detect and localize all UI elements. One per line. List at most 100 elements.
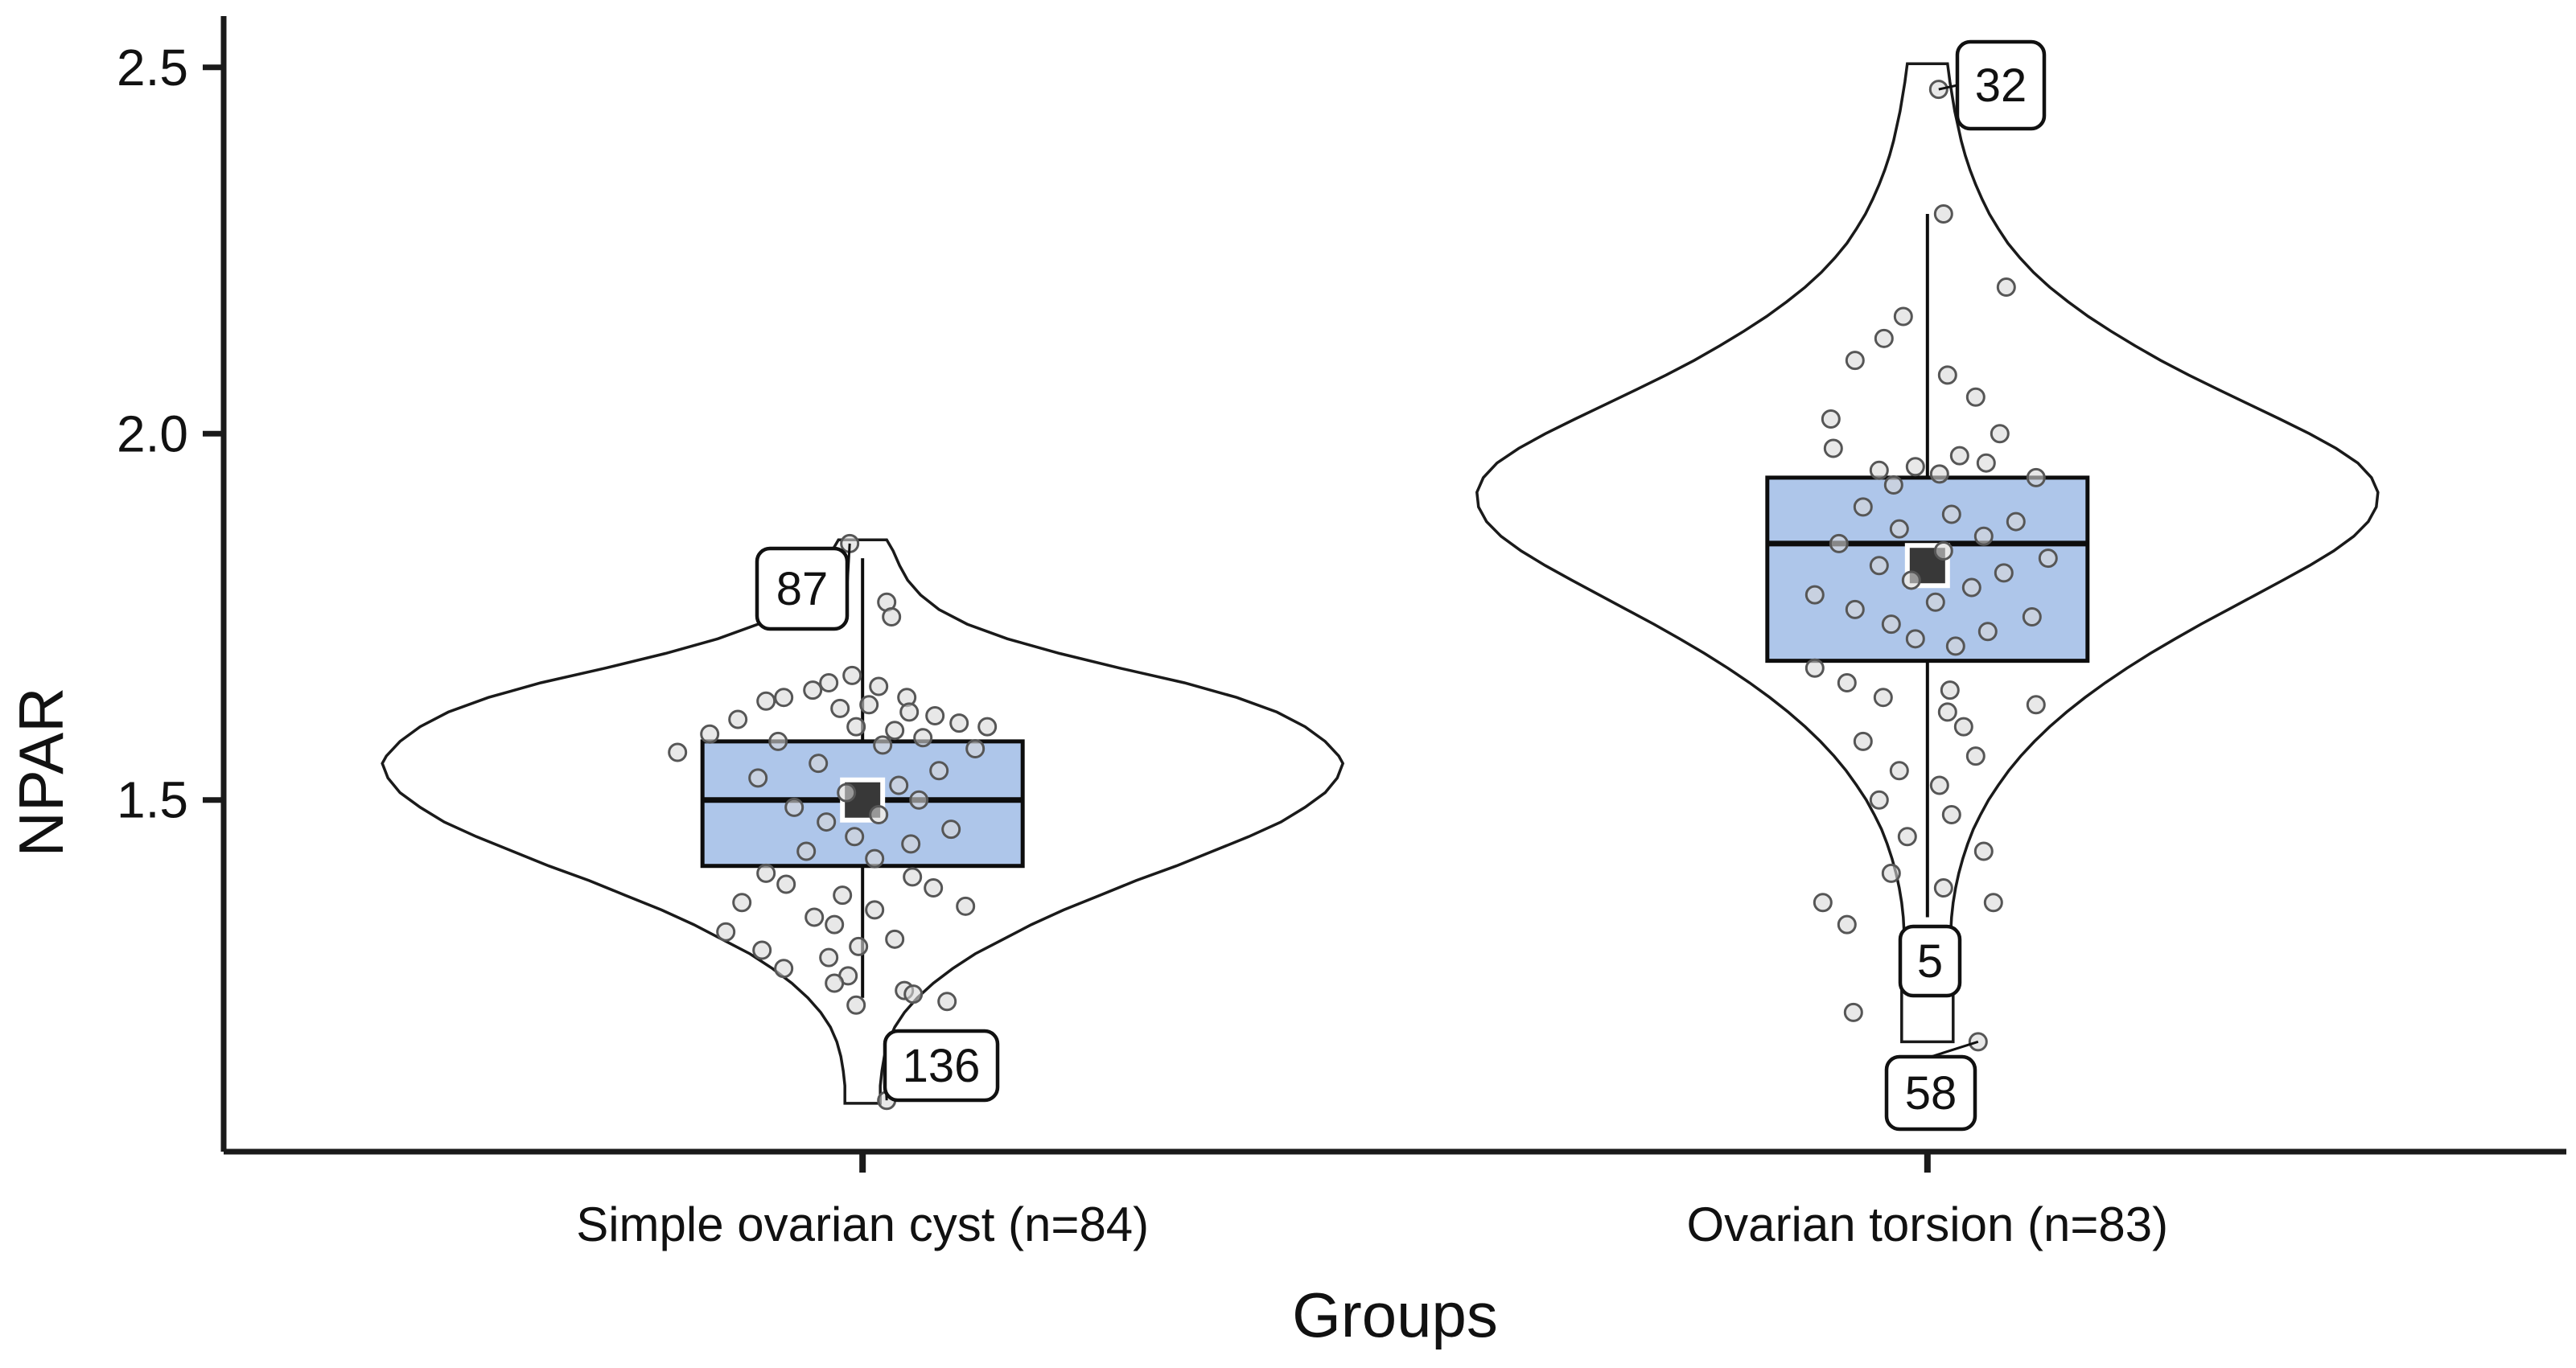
data-point <box>1845 599 1865 619</box>
data-point <box>885 721 905 741</box>
data-point <box>842 665 862 685</box>
data-point <box>1965 387 1985 407</box>
outlier-label-box <box>883 1029 1000 1103</box>
data-point <box>2038 548 2058 569</box>
data-point <box>668 742 688 762</box>
data-point <box>700 724 720 744</box>
x-axis-title: Groups <box>1292 1280 1498 1350</box>
data-point <box>803 680 823 700</box>
data-point <box>849 936 869 956</box>
data-point <box>1953 717 1973 737</box>
data-point <box>909 790 929 810</box>
outlier-label-box <box>1955 39 2047 131</box>
whiskers-layer <box>861 213 1929 998</box>
data-point <box>1940 680 1960 700</box>
data-point <box>774 959 794 979</box>
data-point <box>1883 475 1903 495</box>
outlier-label-box <box>1898 924 1962 998</box>
data-point <box>1983 893 2003 913</box>
y-axis-title: NPAR <box>6 688 76 857</box>
data-point <box>1843 1002 1863 1022</box>
data-point <box>1973 841 1994 861</box>
data-point <box>903 984 924 1004</box>
outlier-label-text: 5 <box>1917 935 1943 988</box>
data-point <box>929 761 949 781</box>
data-point <box>1889 761 1909 781</box>
data-point <box>2006 511 2026 532</box>
data-point <box>1837 914 1857 935</box>
data-point <box>1804 658 1825 678</box>
data-point <box>1937 365 1957 385</box>
data-point <box>1813 893 1833 913</box>
data-point <box>1933 203 1953 224</box>
data-point <box>977 717 998 737</box>
data-point <box>728 709 748 729</box>
data-point <box>1929 775 1949 795</box>
data-point <box>825 973 845 993</box>
data-point <box>819 672 839 692</box>
data-point <box>1845 351 1865 371</box>
data-point <box>1869 790 1889 810</box>
data-point <box>1929 464 1949 484</box>
outlier-leader-line <box>1938 84 1958 91</box>
data-point <box>1873 688 1893 708</box>
data-point <box>732 893 752 913</box>
data-point <box>756 691 776 711</box>
data-point <box>869 804 889 824</box>
data-point <box>1905 457 1925 477</box>
data-point <box>899 702 920 722</box>
data-point <box>1937 702 1957 722</box>
data-point <box>949 713 969 733</box>
data-point <box>1933 541 1953 561</box>
data-point <box>2026 467 2046 487</box>
data-point <box>804 907 825 927</box>
y-tick-label: 2.5 <box>117 39 188 97</box>
data-point <box>865 848 885 869</box>
data-point <box>833 885 853 906</box>
data-point <box>752 940 772 960</box>
data-point <box>1961 577 1981 598</box>
data-point <box>937 992 957 1012</box>
data-point <box>774 688 794 708</box>
data-point <box>1973 526 1994 546</box>
data-point <box>941 820 961 840</box>
data-point <box>784 797 804 817</box>
data-point <box>1905 629 1925 649</box>
x-tick-label: Simple ovarian cyst (n=84) <box>576 1198 1149 1251</box>
outlier-label-text: 32 <box>1975 60 2027 112</box>
outlier-labels-layer: 87 136 32 5 58 <box>755 39 2047 1132</box>
data-point <box>1881 863 1901 883</box>
data-point <box>869 676 889 696</box>
data-point <box>1990 424 2010 444</box>
data-point <box>903 867 923 887</box>
data-point <box>825 914 845 935</box>
data-point <box>809 754 829 774</box>
data-point <box>830 698 850 718</box>
data-point <box>1823 438 1843 458</box>
data-point <box>1821 409 1841 429</box>
data-point <box>913 728 933 748</box>
data-point <box>1941 504 1961 524</box>
data-point <box>925 705 945 725</box>
outlier-label-text: 136 <box>903 1040 981 1092</box>
outlier-label-box <box>755 546 850 631</box>
data-point <box>956 896 976 916</box>
data-point <box>1977 622 1998 642</box>
data-point <box>1874 328 1894 348</box>
data-point <box>1853 731 1873 751</box>
data-point <box>1933 878 1953 898</box>
data-point <box>1965 746 1985 766</box>
boxes-layer <box>700 475 2090 869</box>
data-point <box>1994 563 2014 583</box>
data-point <box>796 841 817 861</box>
outlier-label-text: 87 <box>776 563 829 615</box>
data-point <box>924 878 944 898</box>
y-tick-label: 2.0 <box>117 405 188 462</box>
data-point <box>716 922 736 942</box>
data-point <box>1869 460 1889 480</box>
data-point <box>2026 695 2046 715</box>
data-point <box>1889 519 1909 539</box>
data-point <box>885 929 905 949</box>
data-point <box>776 874 796 894</box>
